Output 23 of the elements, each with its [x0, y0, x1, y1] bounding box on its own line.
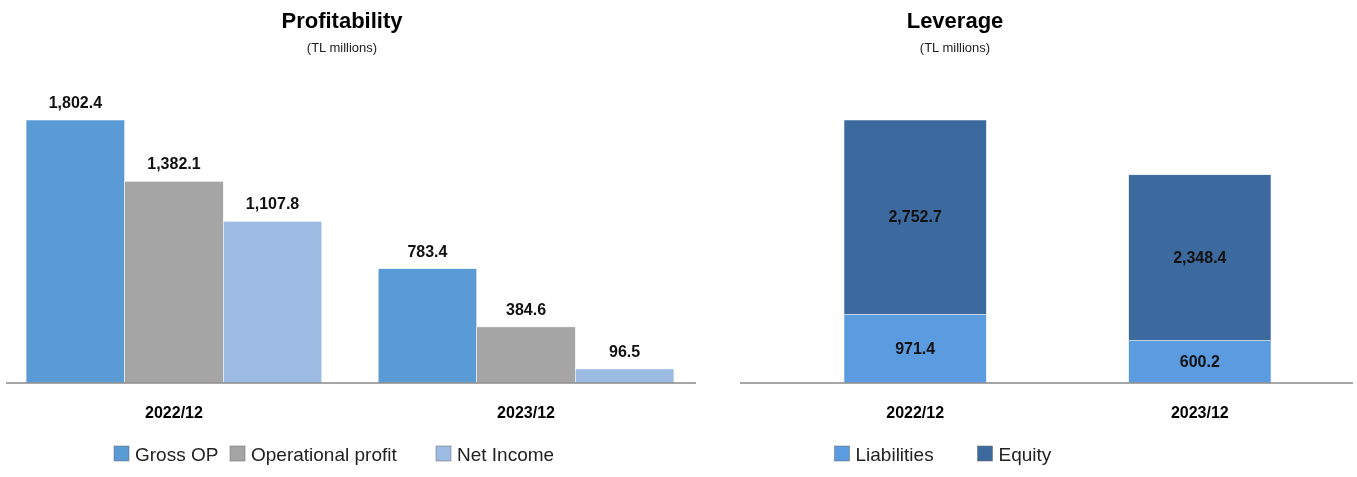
x-tick-label: 2022/12	[145, 404, 203, 421]
x-tick-label: 2023/12	[497, 404, 556, 421]
legend-label: Equity	[998, 444, 1052, 465]
data-label: 1,382.1	[147, 155, 201, 173]
x-tick-label: 2023/12	[1170, 404, 1229, 421]
chart-subtitle: (TL millions)	[306, 40, 378, 55]
data-label: 96.5	[609, 342, 641, 360]
x-tick-label: 2022/12	[886, 404, 945, 421]
data-label: 2,348.4	[1173, 248, 1227, 266]
chart-title: Leverage	[906, 8, 1004, 33]
chart-title: Profitability	[281, 8, 404, 33]
chart-subtitle: (TL millions)	[919, 40, 991, 55]
data-label: 2,752.7	[888, 208, 942, 226]
legend-label: Gross OP	[135, 444, 219, 465]
legend-label: Operational profit	[251, 444, 398, 465]
data-label: 384.6	[506, 300, 547, 318]
data-label: 1,802.4	[48, 94, 103, 111]
data-label: 600.2	[1179, 352, 1220, 370]
data-label: 971.4	[895, 339, 936, 357]
data-label: 1,107.8	[245, 195, 300, 213]
legend-label: Net Income	[457, 444, 555, 465]
data-label: 783.4	[407, 242, 448, 260]
legend-label: Liabilities	[855, 444, 934, 465]
